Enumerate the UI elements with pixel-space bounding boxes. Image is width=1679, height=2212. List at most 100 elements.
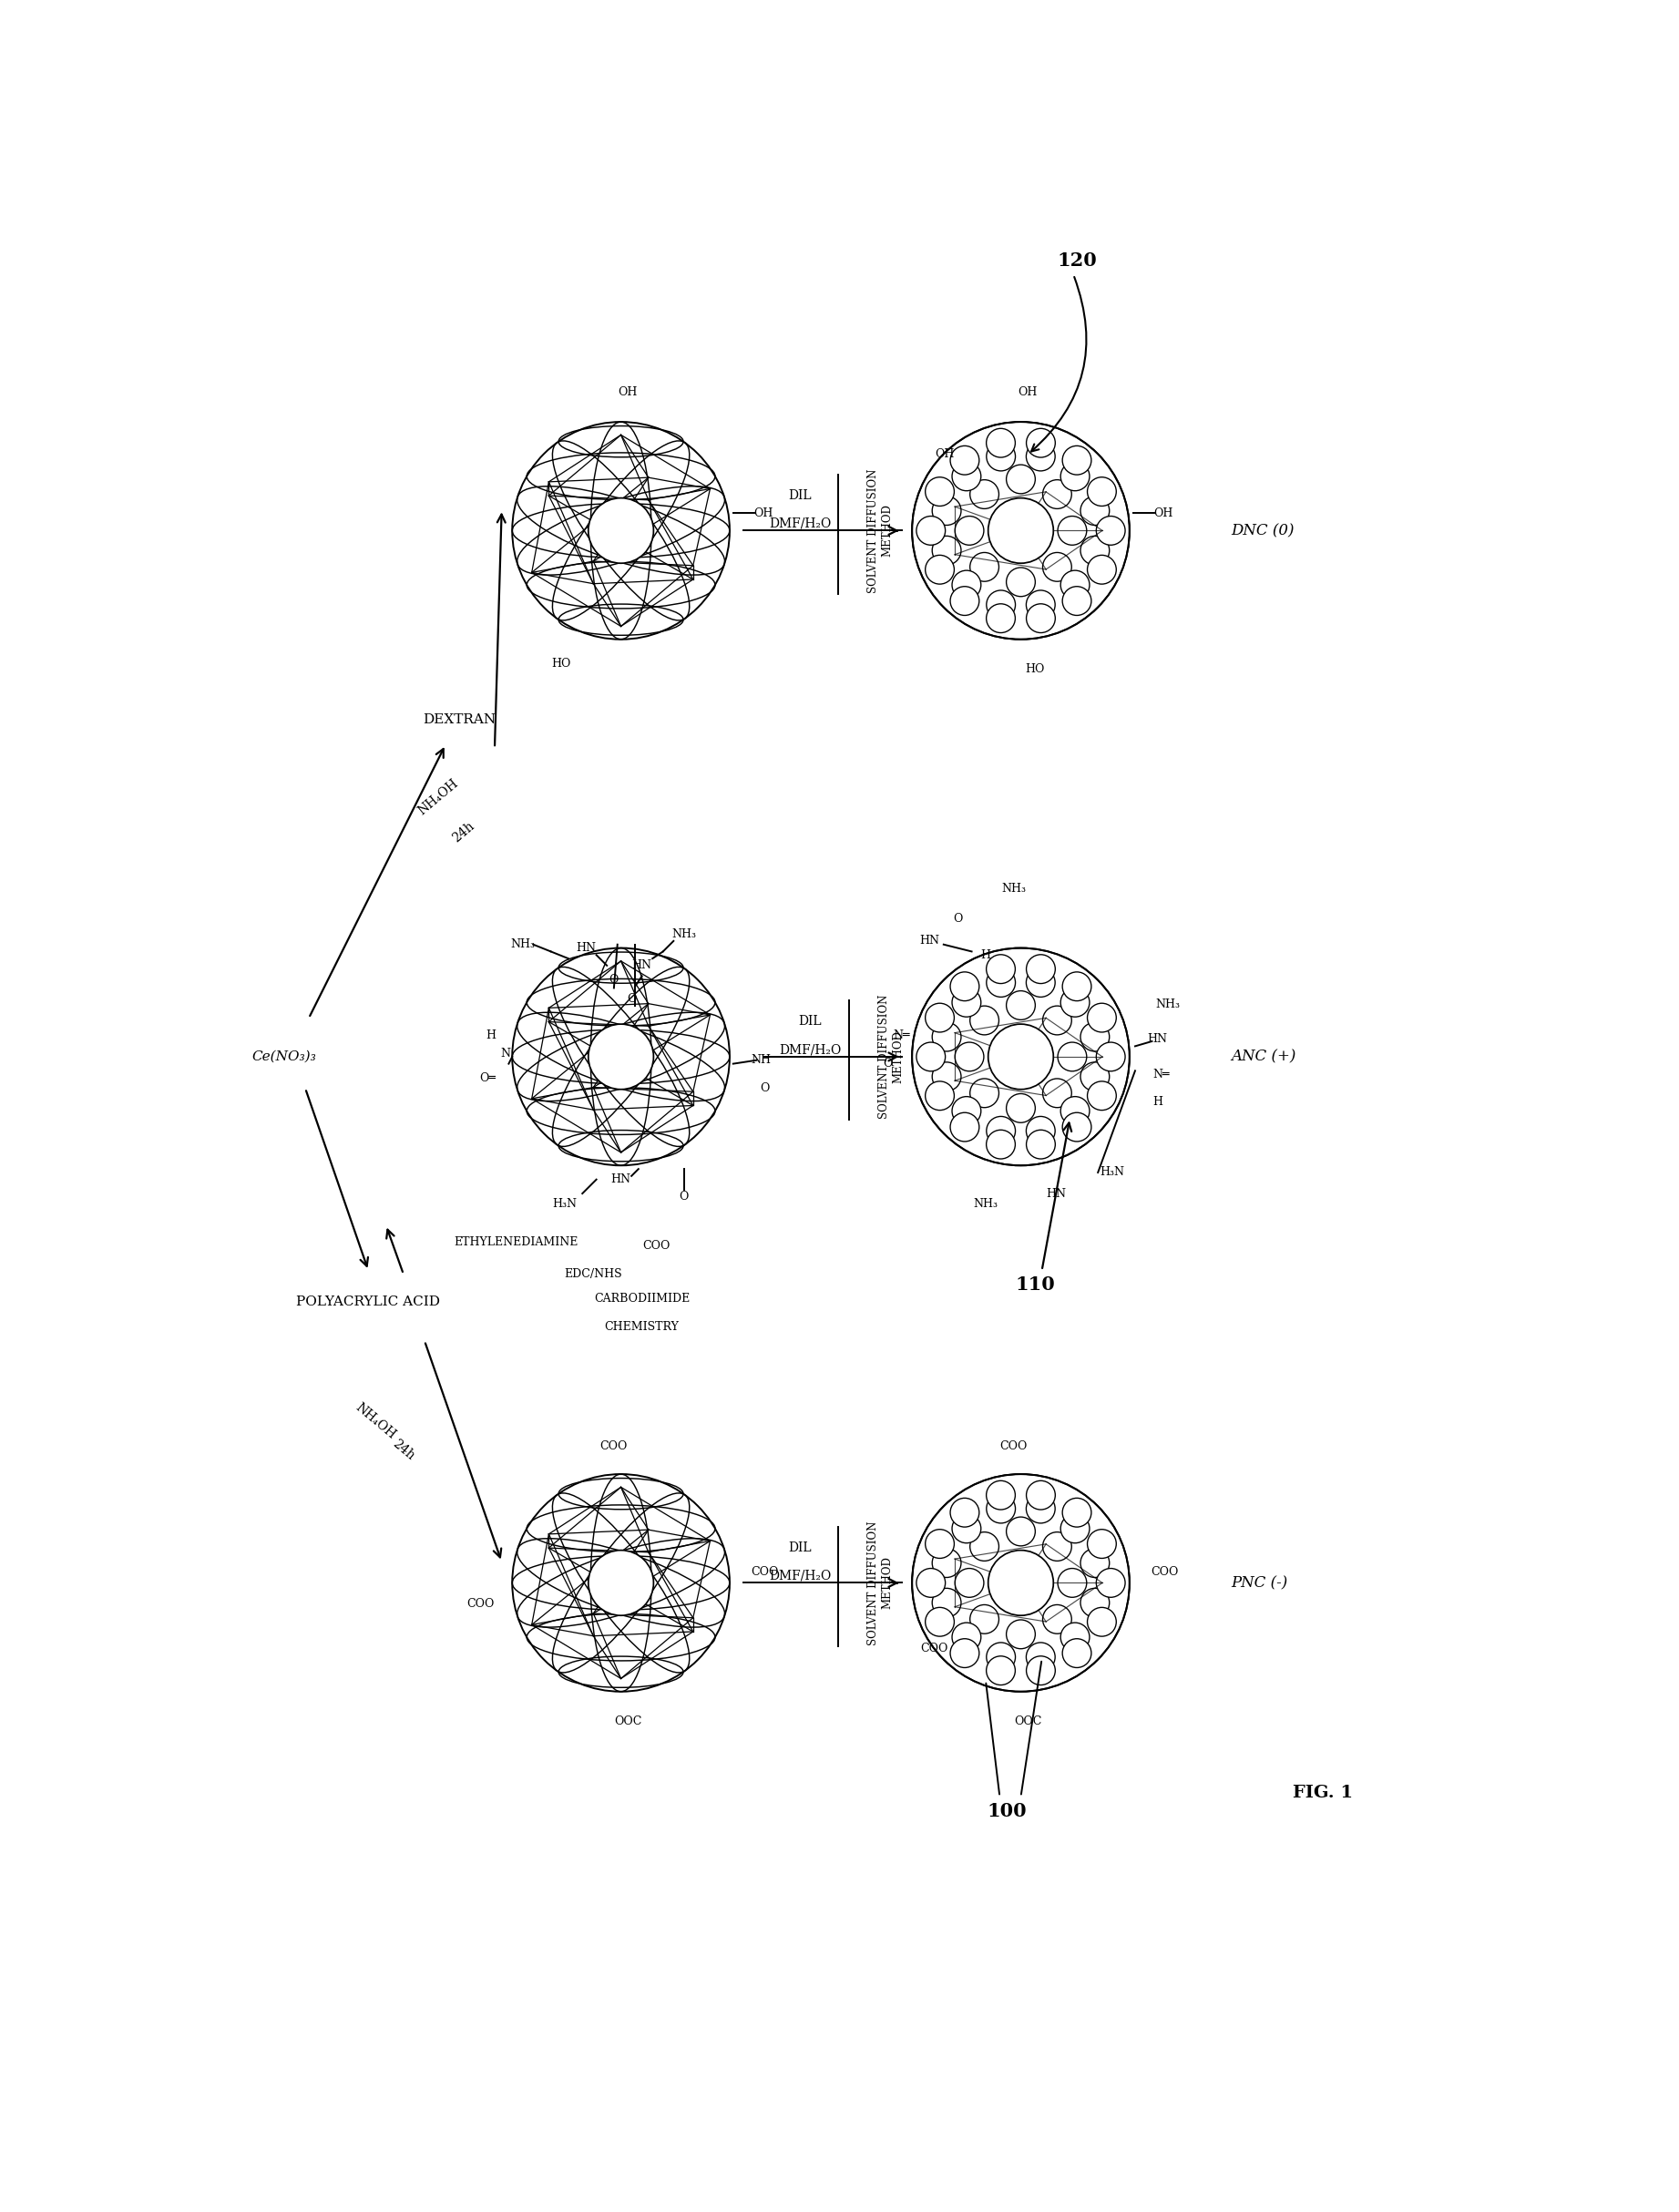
Circle shape (1081, 1062, 1110, 1091)
Circle shape (1063, 1639, 1091, 1668)
Text: COO: COO (920, 1641, 947, 1655)
Circle shape (1026, 429, 1054, 458)
Text: OOC: OOC (1014, 1714, 1041, 1728)
Text: DMF/H₂O: DMF/H₂O (779, 1044, 841, 1055)
Circle shape (1096, 1568, 1125, 1597)
Text: NH₃: NH₃ (510, 938, 536, 951)
Text: CHEMISTRY: CHEMISTRY (604, 1321, 680, 1334)
Text: SOLVENT DIFFUSION
METHOD: SOLVENT DIFFUSION METHOD (868, 1520, 893, 1646)
Circle shape (970, 553, 999, 582)
Circle shape (987, 1117, 1016, 1146)
Text: O: O (609, 973, 618, 987)
Circle shape (1026, 442, 1054, 471)
Text: HN: HN (576, 942, 596, 953)
Text: ANC (+): ANC (+) (1231, 1048, 1296, 1064)
Text: COO: COO (1001, 1440, 1028, 1451)
Circle shape (925, 1082, 954, 1110)
Circle shape (1061, 989, 1090, 1018)
Circle shape (970, 1533, 999, 1562)
Circle shape (1006, 1093, 1036, 1124)
Text: OOC: OOC (615, 1714, 641, 1728)
Text: O: O (761, 1082, 769, 1095)
Text: 120: 120 (1058, 252, 1096, 270)
Circle shape (986, 604, 1016, 633)
Circle shape (1026, 1657, 1054, 1686)
Text: H₃N: H₃N (552, 1199, 578, 1210)
Circle shape (986, 1130, 1016, 1159)
Circle shape (989, 1551, 1053, 1615)
Text: OH: OH (1153, 507, 1174, 520)
Circle shape (932, 1022, 960, 1051)
Circle shape (950, 1639, 979, 1668)
Text: DIL: DIL (799, 1015, 823, 1029)
Circle shape (1088, 1528, 1117, 1557)
Circle shape (925, 1528, 954, 1557)
Text: HO: HO (1026, 664, 1044, 675)
Circle shape (932, 535, 960, 564)
Circle shape (970, 480, 999, 509)
Text: N: N (500, 1046, 510, 1060)
Text: O: O (954, 914, 962, 925)
Circle shape (1006, 1619, 1036, 1648)
Text: HN: HN (1046, 1188, 1066, 1199)
Circle shape (512, 422, 730, 639)
Circle shape (987, 969, 1016, 998)
Circle shape (970, 1006, 999, 1035)
Circle shape (912, 949, 1130, 1166)
Circle shape (1088, 1082, 1117, 1110)
Text: SOLVENT DIFFUSION
METHOD: SOLVENT DIFFUSION METHOD (878, 995, 903, 1119)
Text: O: O (626, 993, 636, 1004)
Circle shape (1043, 1533, 1071, 1562)
Text: COO: COO (1150, 1566, 1179, 1577)
Text: DMF/H₂O: DMF/H₂O (769, 518, 831, 531)
Circle shape (1081, 1022, 1110, 1051)
Circle shape (1006, 991, 1036, 1020)
Text: HO: HO (551, 657, 571, 670)
Text: HN: HN (611, 1175, 631, 1186)
Circle shape (1043, 1604, 1071, 1635)
Text: NH₄OH: NH₄OH (416, 776, 462, 818)
Text: DIL: DIL (787, 489, 811, 502)
Circle shape (952, 1097, 981, 1126)
Circle shape (1006, 465, 1036, 493)
Circle shape (1063, 1113, 1091, 1141)
Circle shape (950, 586, 979, 615)
Circle shape (1081, 1548, 1110, 1577)
Circle shape (917, 1568, 945, 1597)
Text: EDC/NHS: EDC/NHS (564, 1267, 621, 1281)
Circle shape (1058, 1568, 1086, 1597)
Circle shape (1081, 495, 1110, 524)
Text: SOLVENT DIFFUSION
METHOD: SOLVENT DIFFUSION METHOD (868, 469, 893, 593)
Text: POLYACRYLIC ACID: POLYACRYLIC ACID (297, 1296, 440, 1310)
Circle shape (1026, 956, 1054, 984)
Circle shape (987, 591, 1016, 619)
Circle shape (986, 1480, 1016, 1509)
Circle shape (588, 1024, 653, 1088)
Text: O: O (883, 1057, 892, 1071)
Text: COO: COO (751, 1566, 779, 1577)
Text: H₃N: H₃N (1100, 1166, 1125, 1179)
Circle shape (512, 949, 730, 1166)
Text: HN: HN (920, 936, 940, 947)
Circle shape (1063, 1498, 1091, 1526)
Circle shape (950, 971, 979, 1000)
Text: ETHYLENEDIAMINE: ETHYLENEDIAMINE (453, 1237, 578, 1248)
Circle shape (950, 447, 979, 476)
Circle shape (987, 442, 1016, 471)
Circle shape (1058, 515, 1086, 544)
Circle shape (1081, 535, 1110, 564)
Circle shape (1061, 1097, 1090, 1126)
Text: 24h: 24h (390, 1438, 416, 1462)
Circle shape (912, 1473, 1130, 1692)
Circle shape (1061, 571, 1090, 599)
Text: COO: COO (467, 1597, 495, 1610)
Text: 110: 110 (1014, 1276, 1054, 1294)
Circle shape (932, 1062, 960, 1091)
Circle shape (989, 498, 1053, 564)
Text: NH₃: NH₃ (1155, 998, 1180, 1011)
Circle shape (925, 1004, 954, 1033)
Text: DEXTRAN: DEXTRAN (423, 714, 495, 726)
Text: PNC (-): PNC (-) (1231, 1575, 1288, 1590)
Circle shape (986, 956, 1016, 984)
Text: O═: O═ (480, 1073, 495, 1084)
